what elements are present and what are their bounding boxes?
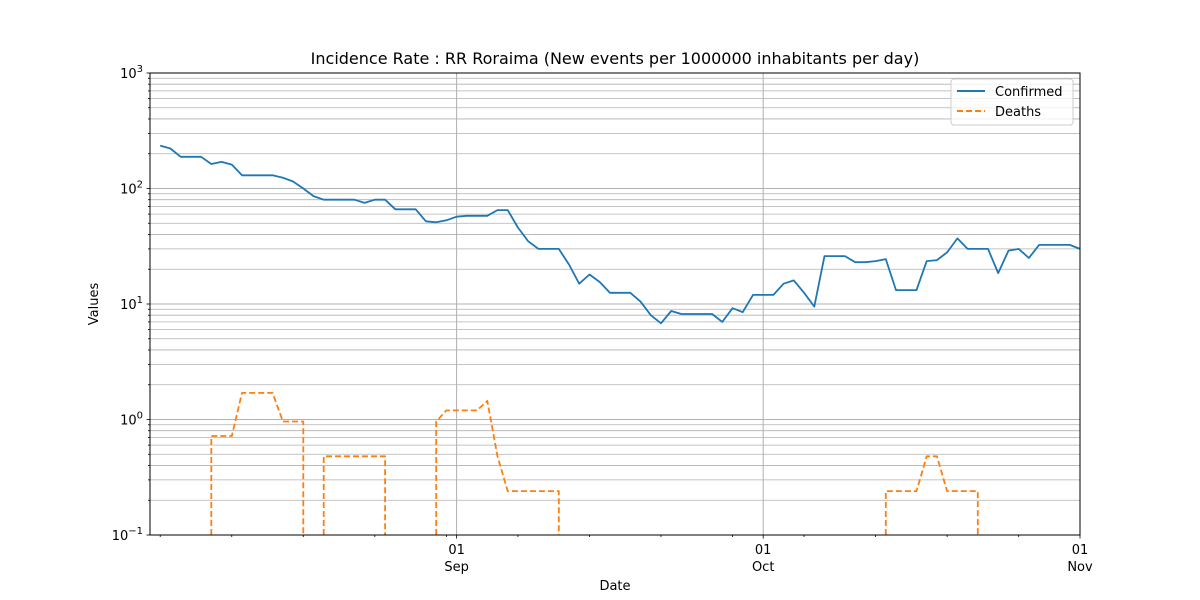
x-tick-label-day: 01 bbox=[448, 543, 465, 558]
series-line-deaths bbox=[210, 392, 979, 535]
y-tick-label: 10−1 bbox=[112, 526, 143, 544]
y-axis-label: Values bbox=[87, 283, 102, 326]
x-tick-label-day: 01 bbox=[1072, 543, 1089, 558]
x-tick-label-day: 01 bbox=[755, 543, 772, 558]
y-tick-label: 102 bbox=[120, 180, 143, 198]
y-tick-label: 103 bbox=[120, 64, 143, 82]
y-tick-label: 100 bbox=[120, 411, 143, 429]
grid bbox=[150, 72, 1081, 536]
series-line-confirmed bbox=[159, 144, 1081, 325]
legend: Confirmed Deaths bbox=[950, 78, 1074, 126]
x-tick-label-month: Nov bbox=[1067, 560, 1093, 575]
y-tick-label: 101 bbox=[120, 295, 143, 313]
x-tick-label-month: Sep bbox=[444, 560, 469, 575]
ticks: 10−1 100 101 102 103 01 Sep 01 Oct 01 Nov bbox=[112, 64, 1093, 575]
x-axis-label: Date bbox=[599, 579, 630, 594]
legend-label-deaths: Deaths bbox=[995, 105, 1041, 120]
legend-label-confirmed: Confirmed bbox=[995, 85, 1063, 100]
x-tick-label-month: Oct bbox=[752, 560, 774, 575]
series-layer bbox=[159, 144, 1081, 535]
chart-title: Incidence Rate : RR Roraima (New events … bbox=[311, 49, 920, 68]
